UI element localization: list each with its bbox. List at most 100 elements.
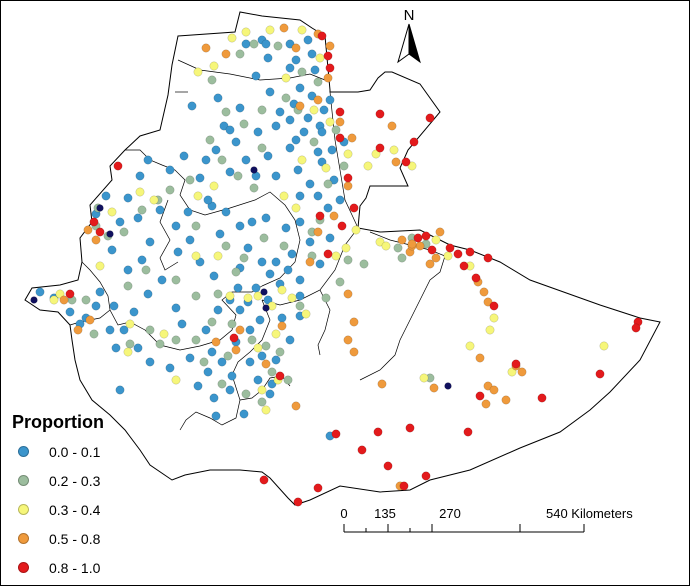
site-point-c2-20 (185, 175, 195, 185)
site-point-c4-18 (349, 317, 359, 327)
site-point-c2-0 (235, 49, 245, 59)
site-point-outlier-2 (96, 204, 104, 212)
site-point-c1-107 (305, 179, 315, 189)
site-point-c4-22 (429, 383, 439, 393)
site-point-c1-65 (137, 255, 147, 265)
site-point-c1-64 (123, 265, 133, 275)
site-point-c1-108 (313, 191, 323, 201)
site-point-c5-4 (335, 133, 345, 143)
site-point-c3-11 (371, 149, 381, 159)
site-point-c2-5 (207, 75, 217, 85)
site-point-c5-20 (471, 273, 481, 283)
site-point-c5-1 (323, 51, 333, 61)
site-point-c1-17 (235, 103, 245, 113)
site-point-c2-37 (191, 291, 201, 301)
site-point-c2-68 (217, 379, 227, 389)
legend-label-2: 0.3 - 0.4 (49, 501, 101, 518)
site-point-c1-131 (257, 257, 267, 267)
site-point-c3-19 (209, 181, 219, 191)
site-point-c3-54 (243, 293, 253, 303)
site-point-c5-39 (313, 483, 323, 493)
site-point-c3-25 (191, 251, 201, 261)
site-point-c5-23 (445, 243, 455, 253)
site-point-c2-38 (213, 289, 223, 299)
site-point-c5-9 (315, 211, 325, 221)
site-point-c5-47 (65, 289, 75, 299)
site-point-c1-34 (143, 155, 153, 165)
site-point-c2-65 (397, 253, 407, 263)
site-point-c2-39 (207, 317, 217, 327)
country-outline (24, 11, 661, 506)
site-point-c5-37 (259, 475, 269, 485)
site-point-c1-95 (115, 385, 125, 395)
site-point-c1-126 (129, 307, 139, 317)
site-point-c3-21 (149, 195, 159, 205)
site-point-c1-52 (271, 257, 281, 267)
site-point-c3-2 (227, 33, 237, 43)
site-point-c1-66 (173, 247, 183, 257)
site-point-outlier-3 (30, 296, 38, 304)
site-point-c4-40 (291, 401, 301, 411)
site-point-c1-18 (219, 121, 229, 131)
site-point-c1-91 (211, 411, 221, 421)
site-point-c3-36 (261, 405, 271, 415)
site-point-c2-23 (137, 205, 147, 215)
site-point-c5-3 (335, 107, 345, 117)
site-point-c2-18 (249, 183, 259, 193)
site-point-c1-28 (263, 151, 273, 161)
site-point-c1-114 (319, 105, 329, 115)
site-point-c3-9 (325, 117, 335, 127)
legend-swatch-1 (18, 475, 29, 486)
site-point-c1-50 (295, 217, 305, 227)
scale-tick-540: 540 Kilometers (546, 506, 633, 521)
site-point-c1-30 (271, 171, 281, 181)
site-point-c2-46 (171, 335, 181, 345)
site-point-c4-0 (201, 43, 211, 53)
site-point-c1-127 (105, 325, 115, 335)
site-point-c2-45 (155, 339, 165, 349)
site-point-c1-92 (239, 409, 249, 419)
site-point-c3-24 (95, 261, 105, 271)
site-point-c3-55 (277, 285, 287, 295)
site-point-c3-32 (271, 329, 281, 339)
site-point-c1-101 (109, 301, 119, 311)
site-point-c5-8 (323, 249, 333, 259)
site-point-c1-86 (185, 353, 195, 363)
site-point-c1-10 (307, 91, 317, 101)
site-point-c2-44 (145, 325, 155, 335)
site-point-c4-12 (313, 95, 323, 105)
site-point-c1-5 (303, 35, 313, 45)
site-point-c5-6 (349, 203, 359, 213)
site-point-c1-102 (91, 301, 101, 311)
site-point-c1-106 (293, 165, 303, 175)
site-point-c2-55 (359, 259, 369, 269)
site-point-c1-48 (261, 213, 271, 223)
site-point-c1-94 (265, 389, 275, 399)
site-point-c4-23 (475, 353, 485, 363)
site-point-outlier-1 (262, 304, 270, 312)
site-point-c1-124 (157, 275, 167, 285)
site-point-c2-15 (205, 135, 215, 145)
site-point-c5-36 (331, 429, 341, 439)
site-point-c5-31 (595, 369, 605, 379)
site-point-c1-40 (133, 213, 143, 223)
site-point-c5-46 (229, 333, 239, 343)
site-point-c2-3 (297, 67, 307, 77)
site-point-c3-27 (253, 291, 263, 301)
site-point-c2-1 (249, 39, 259, 49)
site-point-c3-29 (287, 293, 297, 303)
site-point-c2-30 (239, 253, 249, 263)
site-point-c2-67 (125, 339, 135, 349)
site-point-c5-34 (405, 423, 415, 433)
site-point-c1-13 (291, 135, 301, 145)
site-point-c2-56 (335, 277, 345, 287)
site-point-c3-46 (485, 325, 495, 335)
site-point-c4-47 (91, 235, 101, 245)
site-point-c1-6 (310, 65, 320, 75)
site-point-c1-61 (329, 175, 339, 185)
site-point-c3-12 (363, 161, 373, 171)
site-point-c3-41 (351, 225, 361, 235)
site-point-c3-4 (265, 25, 275, 35)
site-point-c1-79 (285, 335, 295, 345)
legend-label-3: 0.5 - 0.8 (49, 530, 101, 547)
